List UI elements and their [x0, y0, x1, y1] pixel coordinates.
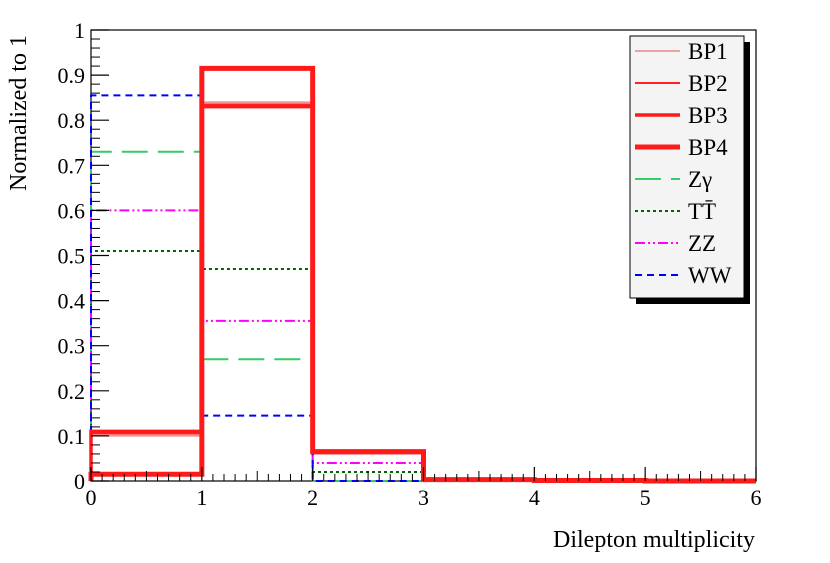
x-axis-title: Dilepton multiplicity [553, 527, 755, 553]
y-tick-label: 0.4 [58, 289, 86, 314]
x-tick-label: 0 [86, 485, 97, 510]
y-tick-label: 0.7 [58, 153, 86, 178]
legend-box [629, 35, 745, 299]
y-axis-title: Normalized to 1 [6, 35, 32, 191]
y-tick-label: 0.5 [58, 244, 86, 269]
legend-label: BP4 [688, 135, 728, 160]
y-tick-label: 0.6 [58, 198, 86, 223]
legend-label: ZZ [688, 231, 716, 256]
y-tick-label: 0.2 [58, 379, 86, 404]
y-tick-label: 0.3 [58, 334, 86, 359]
y-tick-label: 0 [74, 469, 85, 494]
x-tick-label: 3 [418, 485, 429, 510]
x-tick-label: 4 [529, 485, 540, 510]
x-tick-label: 1 [196, 485, 207, 510]
legend: BP1 BP2 BP3 BP4 Zγ TT̄ ZZ WW [629, 35, 750, 304]
y-tick-label: 1 [74, 18, 85, 43]
x-tick-label: 5 [640, 485, 651, 510]
x-tick-label: 6 [751, 485, 762, 510]
y-tick-label: 0.1 [58, 424, 86, 449]
axis-layer: 0 1 2 3 4 5 6 0 0.1 0.2 0.3 0.4 0.5 0.6 0.7 0.8 0.9 1 [58, 18, 762, 510]
legend-label: BP3 [688, 103, 728, 128]
legend-label: BP1 [688, 39, 728, 64]
legend-label: Zγ [688, 167, 712, 192]
legend-label: TT̄ [688, 199, 716, 224]
legend-label: WW [688, 263, 732, 288]
legend-label: BP2 [688, 71, 728, 96]
x-tick-label: 2 [307, 485, 318, 510]
y-tick-label: 0.9 [58, 63, 86, 88]
y-tick-label: 0.8 [58, 108, 86, 133]
